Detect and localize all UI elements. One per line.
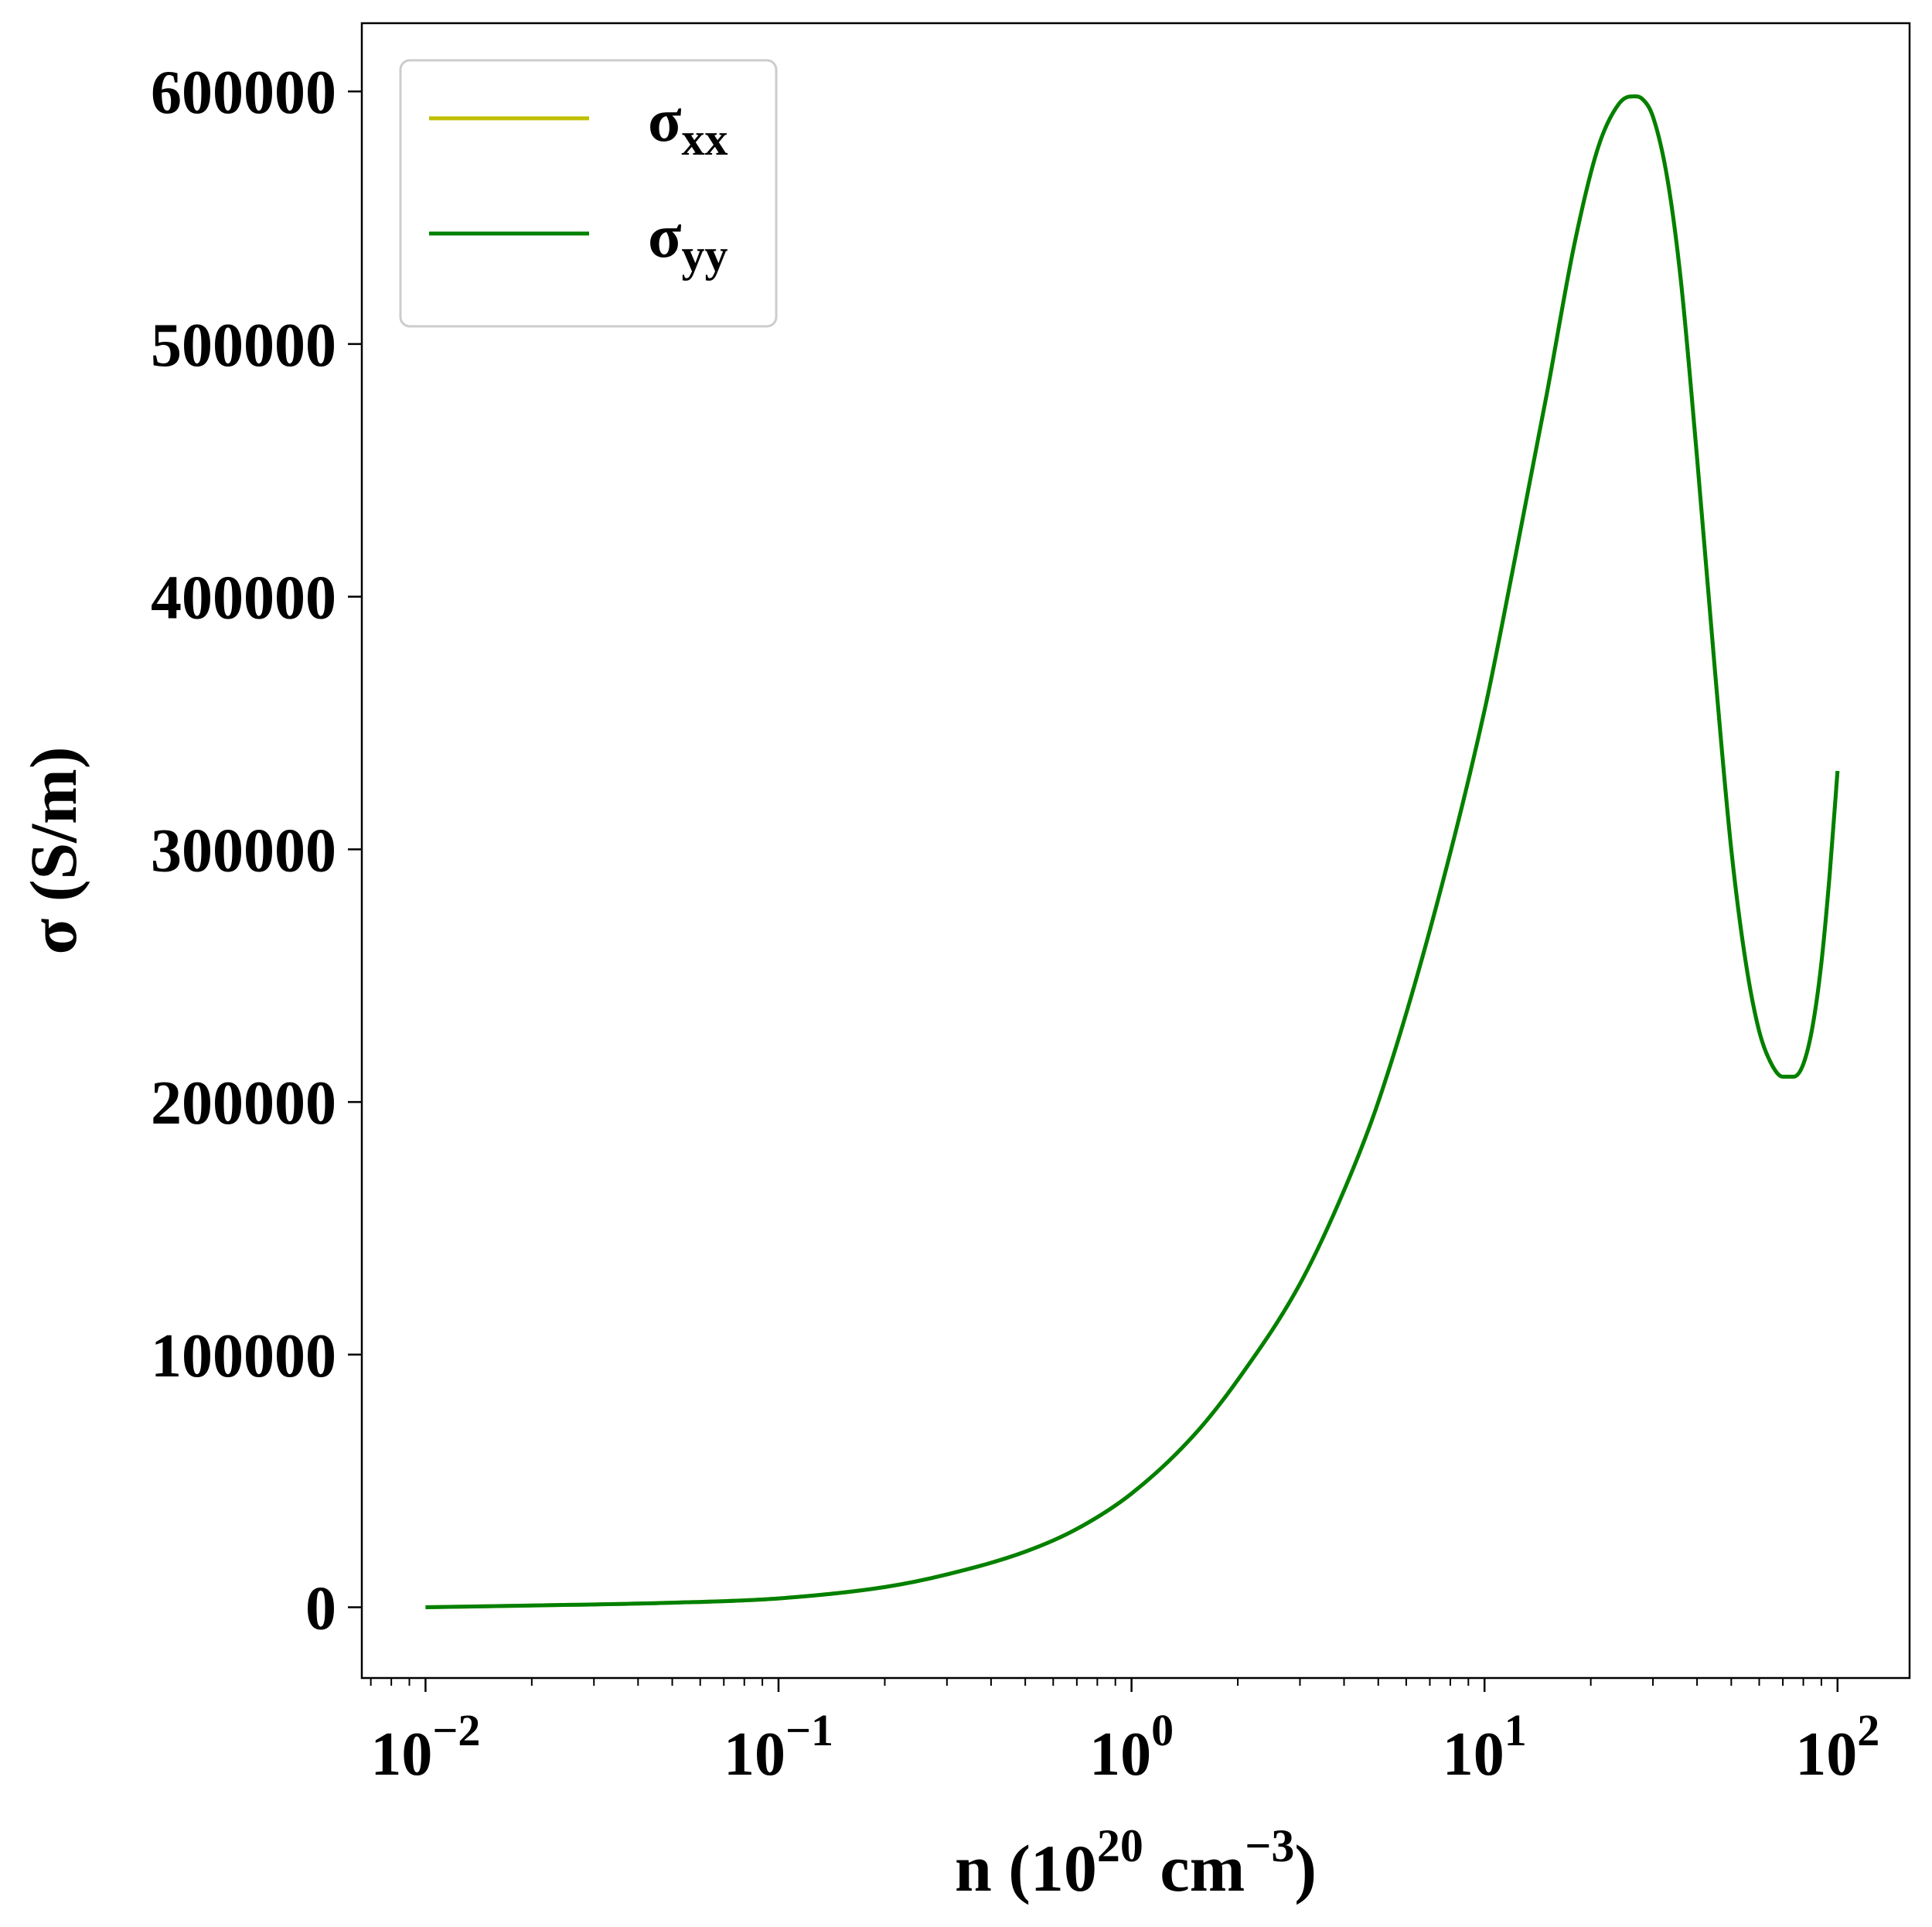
- y-tick-label: 500000: [151, 312, 336, 380]
- x-tick-label: 102: [1795, 1705, 1879, 1789]
- axes-frame: [360, 22, 1911, 1680]
- x-axis-label: n (1020 cm−3): [955, 1820, 1317, 1905]
- x-axis-label-exp1: 20: [1097, 1820, 1143, 1871]
- legend: σxx σyy: [399, 59, 778, 328]
- series-line-sigma-yy: [425, 94, 1840, 1610]
- y-axis-label: σ (S/m): [16, 747, 90, 955]
- y-axis-ticks: 0 100000 200000 300000 400000 500000 600000: [151, 59, 362, 1643]
- y-tick-label: 400000: [151, 564, 336, 633]
- x-axis-ticks: 10−2 10−1 100 101 102: [370, 1678, 1879, 1789]
- legend-label-sigma-yy: σyy: [648, 203, 728, 281]
- legend-label-sigma-xx-sub: xx: [682, 114, 728, 165]
- x-tick-label: 10−1: [724, 1705, 833, 1789]
- x-tick-label: 100: [1089, 1705, 1174, 1789]
- legend-label-sigma-xx-main: σ: [648, 87, 682, 155]
- y-tick-label: 200000: [151, 1069, 336, 1137]
- x-tick-label: 101: [1443, 1705, 1527, 1789]
- x-axis-label-base: n (10: [955, 1831, 1097, 1905]
- y-tick-label: 0: [305, 1575, 336, 1643]
- legend-label-sigma-yy-main: σ: [648, 203, 682, 271]
- legend-box: [399, 59, 778, 328]
- y-tick-label: 300000: [151, 817, 336, 885]
- x-tick-label: 10−2: [370, 1705, 480, 1789]
- y-tick-label: 600000: [151, 59, 336, 127]
- legend-label-sigma-yy-sub: yy: [682, 230, 728, 281]
- legend-label-sigma-xx: σxx: [648, 87, 728, 165]
- y-tick-label: 100000: [151, 1322, 336, 1390]
- x-axis-label-mid: cm: [1143, 1831, 1245, 1905]
- x-axis-label-end: ): [1294, 1831, 1317, 1905]
- series-layer: [425, 94, 1840, 1610]
- x-axis-label-exp2: −3: [1245, 1820, 1294, 1871]
